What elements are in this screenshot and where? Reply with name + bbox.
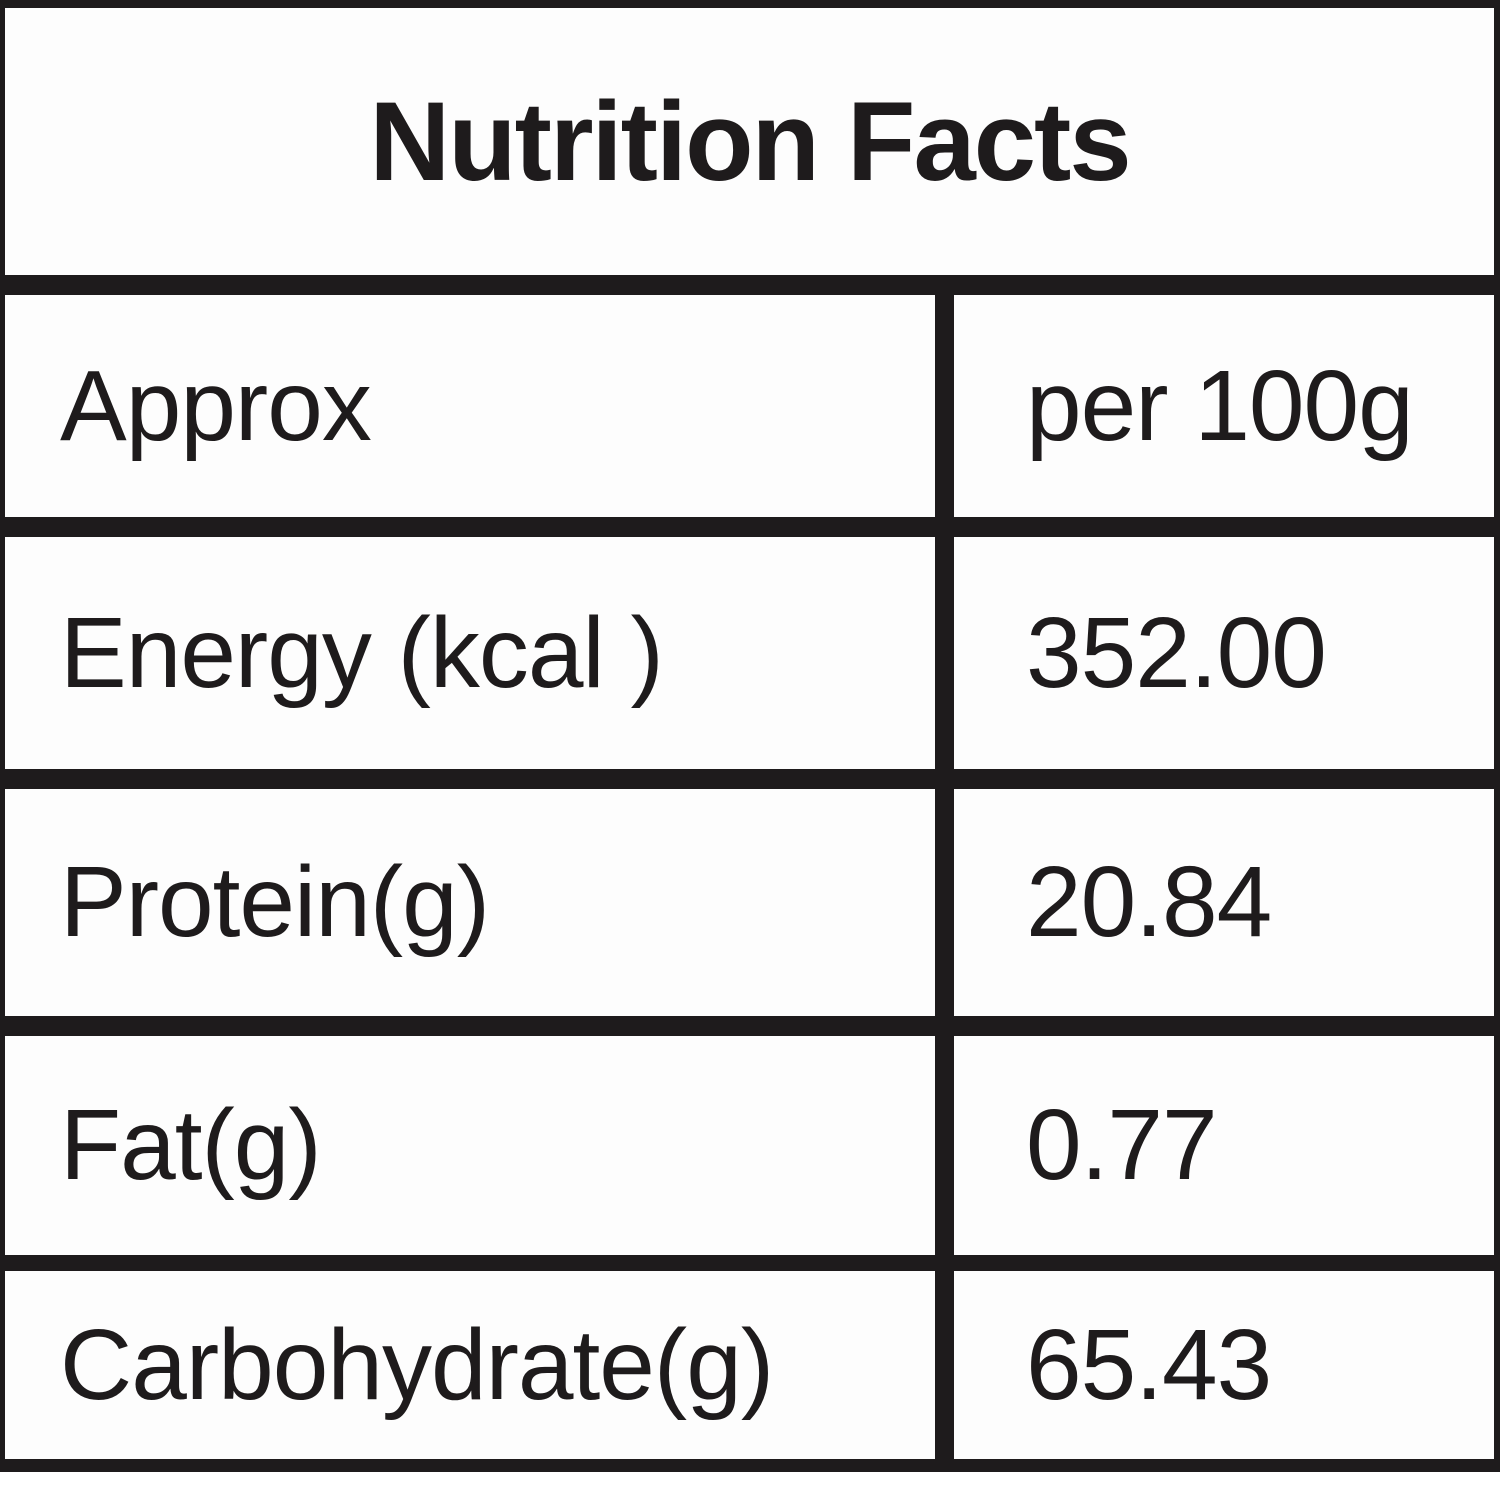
row-divider (5, 769, 1494, 789)
header-row: Approx per 100g (5, 295, 1494, 517)
fat-label: Fat(g) (60, 1089, 322, 1201)
column-divider (935, 789, 954, 1016)
protein-label: Protein(g) (60, 846, 490, 958)
row-divider (5, 517, 1494, 537)
column-divider (935, 537, 954, 769)
column-divider (935, 295, 954, 517)
page-title: Nutrition Facts (369, 79, 1131, 204)
table-row-fat: Fat(g) 0.77 (5, 1036, 1494, 1255)
table-row-carbohydrate: Carbohydrate(g) 65.43 (5, 1271, 1494, 1459)
row-divider (5, 1255, 1494, 1271)
protein-value: 20.84 (1026, 846, 1272, 958)
energy-label: Energy (kcal ) (60, 596, 664, 709)
energy-value: 352.00 (1026, 596, 1327, 709)
title-row: Nutrition Facts (5, 8, 1494, 275)
carbohydrate-label: Carbohydrate(g) (60, 1308, 774, 1421)
header-value-cell: per 100g (1026, 349, 1414, 462)
table-row-protein: Protein(g) 20.84 (5, 789, 1494, 1016)
carbohydrate-value: 65.43 (1026, 1308, 1272, 1421)
row-divider (5, 275, 1494, 295)
fat-value: 0.77 (1026, 1089, 1218, 1201)
column-divider (935, 1271, 954, 1459)
header-label-cell: Approx (60, 349, 372, 462)
row-divider (5, 1016, 1494, 1036)
table-row-energy: Energy (kcal ) 352.00 (5, 537, 1494, 769)
column-divider (935, 1036, 954, 1255)
